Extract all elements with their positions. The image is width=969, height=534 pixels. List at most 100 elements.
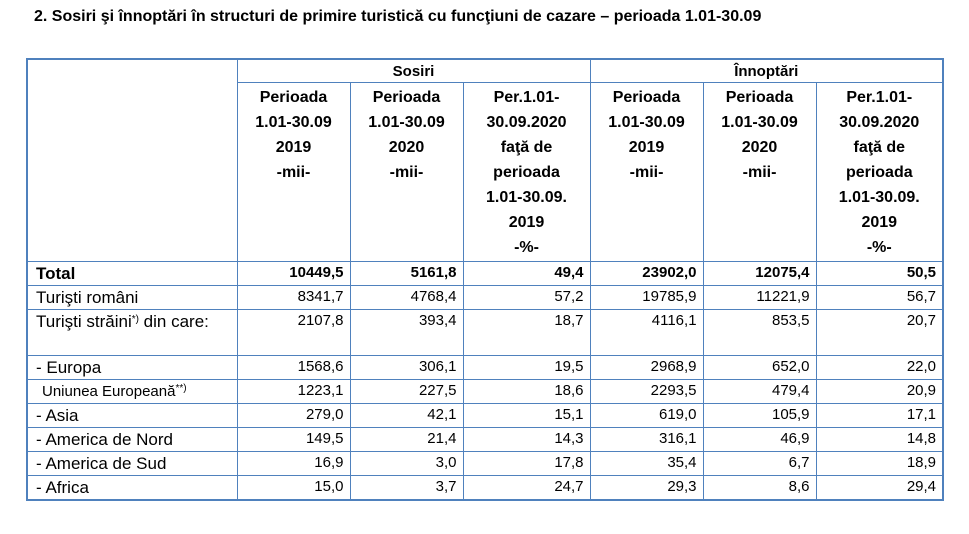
column-header-2: Per.1.01- 30.09.2020 faţă de perioada 1.01-3… <box>462 82 591 262</box>
value-cell: 57,2 <box>462 285 591 310</box>
value-cell: 21,4 <box>349 427 464 452</box>
column-header-1: Perioada 1.01-30.09 2020 -mii- <box>349 82 464 262</box>
row-label-text: - America de Nord <box>36 430 173 449</box>
table-row: Total 10449,5 5161,8 49,4 23902,0 12075,4 50,5 <box>26 261 944 286</box>
column-header-line: 2019 <box>628 139 665 156</box>
column-header-line: Perioada <box>372 89 441 106</box>
row-label-text: Total <box>36 264 76 283</box>
column-header-line: 1.01-30.09 <box>721 114 798 131</box>
value-cell: 316,1 <box>589 427 704 452</box>
group-header-row: Sosiri Înnoptări <box>26 58 944 262</box>
column-header-line: 2020 <box>388 139 425 156</box>
table-title: 2. Sosiri şi înnoptări în structuri de p… <box>34 8 762 25</box>
row-label: - Europa <box>26 355 238 380</box>
value-cell: 12075,4 <box>702 261 817 286</box>
tourism-table: Sosiri Înnoptări Perioada 1.01-30.09 2019 -… <box>26 58 945 501</box>
value-cell: 2968,9 <box>589 355 704 380</box>
column-header-line: -mii- <box>742 164 777 181</box>
value-cell: 8,6 <box>702 475 817 501</box>
column-header-line: 1.01-30.09 <box>255 114 332 131</box>
table-row: Turişti străini*) din care: 2107,8 393,4 18… <box>26 309 944 356</box>
value-cell: 46,9 <box>702 427 817 452</box>
table-row: - Asia 279,0 42,1 15,1 619,0 105,9 17,1 <box>26 403 944 428</box>
value-cell: 1223,1 <box>236 379 351 404</box>
value-cell: 853,5 <box>702 309 817 356</box>
value-cell: 14,8 <box>815 427 944 452</box>
column-header-line: -%- <box>514 239 539 256</box>
column-header-line: 1.01-30.09. <box>486 189 567 206</box>
column-header-line: 2020 <box>741 139 778 156</box>
row-label-text: - Europa <box>36 358 102 377</box>
table-row: - Europa 1568,6 306,1 19,5 2968,9 652,0 22,0 <box>26 355 944 380</box>
column-header-line: perioada <box>845 164 913 181</box>
value-cell: 619,0 <box>589 403 704 428</box>
value-cell: 49,4 <box>462 261 591 286</box>
value-cell: 29,3 <box>589 475 704 501</box>
value-cell: 1568,6 <box>236 355 351 380</box>
value-cell: 50,5 <box>815 261 944 286</box>
column-header-line: 2019 <box>861 214 898 231</box>
footnote-marker: **) <box>175 383 187 394</box>
column-header-line: Perioada <box>725 89 794 106</box>
value-cell: 306,1 <box>349 355 464 380</box>
row-label-text: Uniunea Europeană <box>42 383 176 400</box>
value-cell: 149,5 <box>236 427 351 452</box>
value-cell: 22,0 <box>815 355 944 380</box>
value-cell: 18,6 <box>462 379 591 404</box>
value-cell: 15,0 <box>236 475 351 501</box>
row-label-text: Turişti străini <box>36 312 132 331</box>
column-header-4: Perioada 1.01-30.09 2020 -mii- <box>702 82 817 262</box>
column-header-line: 30.09.2020 <box>486 114 567 131</box>
table-row: Uniunea Europeană**) 1223,1 227,5 18,6 2293,… <box>26 379 944 404</box>
row-label-text: Turişti români <box>36 288 139 307</box>
column-header-3: Perioada 1.01-30.09 2019 -mii- <box>589 82 704 262</box>
row-label-text: - America de Sud <box>36 454 167 473</box>
row-label: - America de Sud <box>26 451 238 476</box>
column-header-line: -mii- <box>276 164 311 181</box>
row-label-text: - Africa <box>36 478 89 497</box>
value-cell: 56,7 <box>815 285 944 310</box>
value-cell: 18,9 <box>815 451 944 476</box>
column-header-line: Perioada <box>612 89 681 106</box>
value-cell: 19,5 <box>462 355 591 380</box>
group-header-innoptari: Înnoptări <box>589 58 944 83</box>
value-cell: 8341,7 <box>236 285 351 310</box>
value-cell: 17,8 <box>462 451 591 476</box>
row-label: - America de Nord <box>26 427 238 452</box>
row-label-text: - Asia <box>36 406 79 425</box>
corner-cell <box>26 58 238 262</box>
value-cell: 2293,5 <box>589 379 704 404</box>
value-cell: 11221,9 <box>702 285 817 310</box>
value-cell: 6,7 <box>702 451 817 476</box>
column-header-line: Per.1.01- <box>493 89 560 106</box>
column-header-5: Per.1.01- 30.09.2020 faţă de perioada 1.01-3… <box>815 82 944 262</box>
value-cell: 15,1 <box>462 403 591 428</box>
table-body: Total 10449,5 5161,8 49,4 23902,0 12075,4 50,5… <box>26 261 944 501</box>
footnote-marker: *) <box>131 314 139 325</box>
value-cell: 652,0 <box>702 355 817 380</box>
value-cell: 24,7 <box>462 475 591 501</box>
value-cell: 105,9 <box>702 403 817 428</box>
value-cell: 29,4 <box>815 475 944 501</box>
column-header-line: perioada <box>493 164 560 181</box>
row-label: Turişti români <box>26 285 238 310</box>
row-label: - Asia <box>26 403 238 428</box>
value-cell: 3,0 <box>349 451 464 476</box>
column-header-line: Perioada <box>259 89 328 106</box>
value-cell: 479,4 <box>702 379 817 404</box>
column-header-line: 30.09.2020 <box>839 114 920 131</box>
value-cell: 20,9 <box>815 379 944 404</box>
row-label: Uniunea Europeană**) <box>26 379 238 404</box>
value-cell: 4768,4 <box>349 285 464 310</box>
table-row: - America de Nord 149,5 21,4 14,3 316,1 46,9 1… <box>26 427 944 452</box>
column-header-line: -mii- <box>389 164 424 181</box>
value-cell: 3,7 <box>349 475 464 501</box>
column-header-line: 1.01-30.09 <box>608 114 685 131</box>
column-header-line: 2019 <box>508 214 545 231</box>
value-cell: 2107,8 <box>236 309 351 356</box>
column-header-line: 2019 <box>275 139 312 156</box>
value-cell: 35,4 <box>589 451 704 476</box>
column-header-line: 1.01-30.09. <box>838 189 920 206</box>
row-label: Total <box>26 261 238 286</box>
value-cell: 19785,9 <box>589 285 704 310</box>
